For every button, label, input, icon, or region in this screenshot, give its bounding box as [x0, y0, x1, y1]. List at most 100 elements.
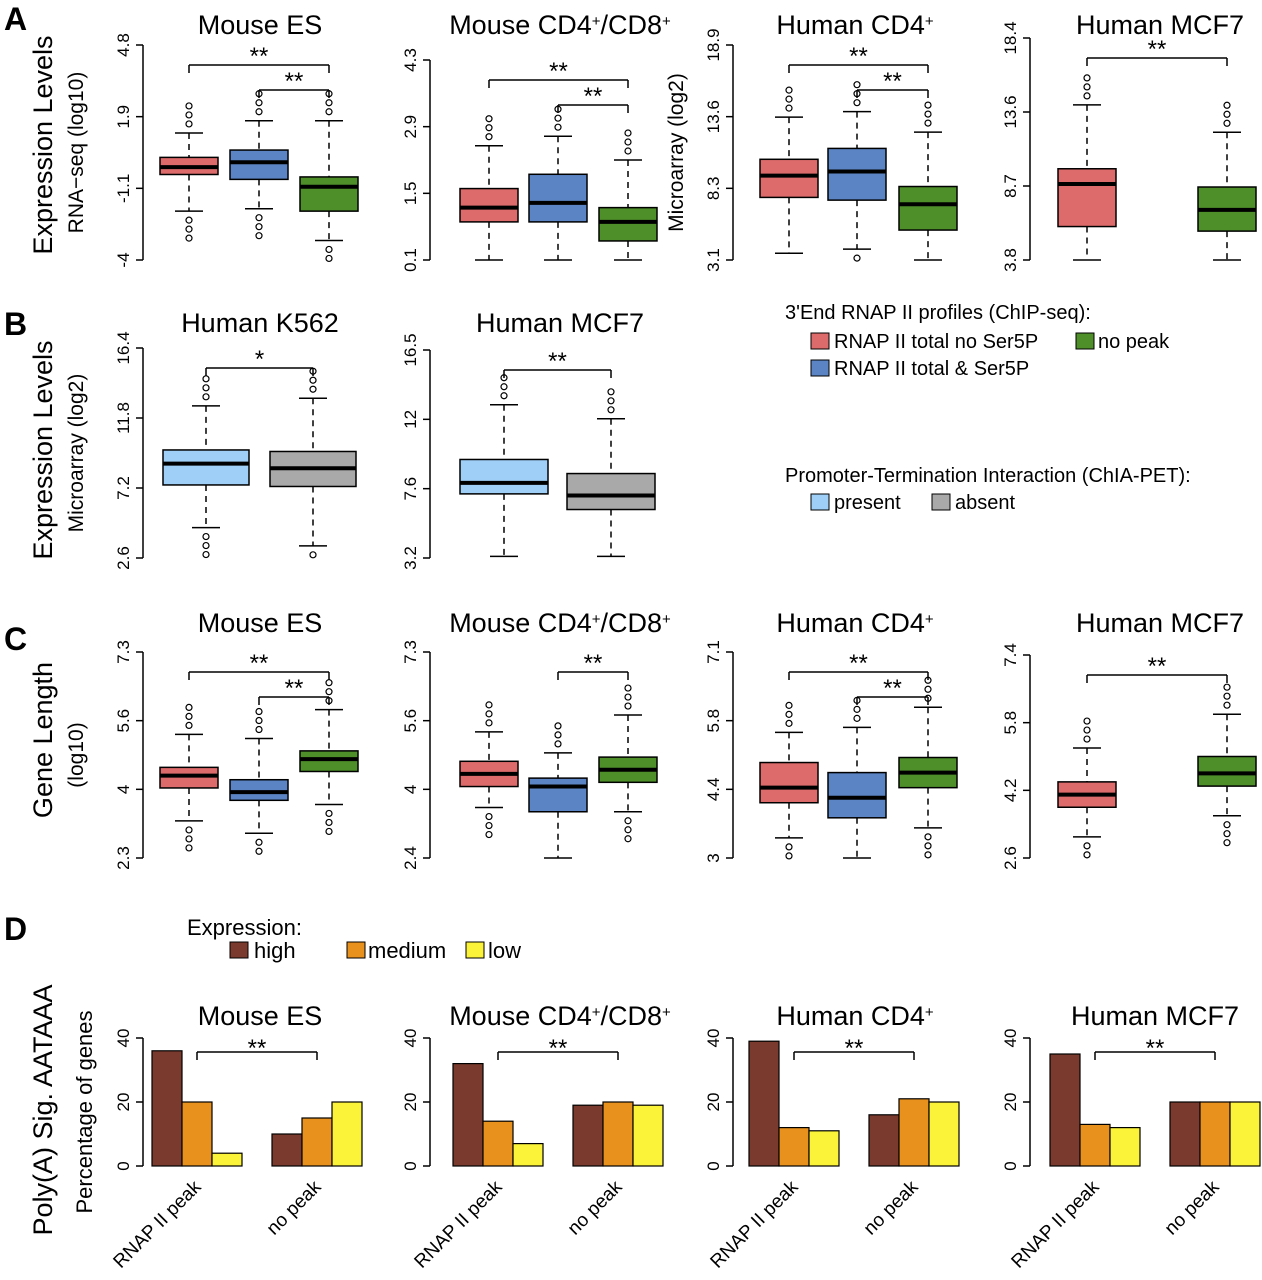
significance-label: **: [549, 58, 568, 85]
y-tick-label: 8.7: [1001, 174, 1020, 198]
outlier: [1223, 692, 1231, 700]
y-tick-label: 0: [114, 1161, 133, 1170]
x-tick-label: RNAP II peak: [1008, 1176, 1104, 1272]
legend-label-green: no peak: [1098, 331, 1170, 353]
outlier: [554, 722, 562, 730]
legend-label-present: present: [834, 492, 901, 514]
box-blue: [528, 105, 588, 261]
box-plot-1: Mouse CD4+/CD8+ 0.1 1.5 2.9 4.3 ** **: [401, 10, 671, 272]
outlier: [924, 685, 932, 693]
y-tick-label: 5.8: [1001, 711, 1020, 735]
bar-high: [868, 1114, 900, 1167]
box-plot-3: Human MCF7 3.8 8.7 13.6 18.4 **: [1001, 10, 1257, 272]
outlier: [853, 254, 861, 262]
outlier: [255, 838, 263, 846]
outlier: [202, 532, 210, 541]
outlier: [1083, 83, 1091, 91]
box-plot-7: Mouse CD4+/CD8+ 2.4 4 5.6 7.3 **: [401, 608, 671, 870]
box-blue: [229, 90, 289, 240]
outlier: [853, 99, 861, 107]
y-tick-label: 7.2: [114, 476, 133, 500]
outlier: [853, 705, 861, 713]
outlier: [202, 541, 210, 550]
box-body: [229, 149, 289, 181]
bar-high: [1169, 1101, 1201, 1167]
y-tick-label: 40: [704, 1029, 723, 1048]
bar-low: [808, 1130, 840, 1167]
y-tick-label: 8.3: [704, 177, 723, 201]
box-blue: [827, 696, 887, 859]
outlier: [1083, 92, 1091, 100]
significance-label: *: [255, 346, 264, 373]
y-tick-label: 5.6: [401, 709, 420, 733]
plot-title: Human MCF7: [476, 308, 644, 338]
box-blue: [528, 722, 588, 859]
outlier: [924, 833, 932, 841]
outlier: [1083, 851, 1091, 859]
bar-plot-1: Mouse CD4+/CD8+ 0 20 40 RNAP II peak no peak *…: [401, 1001, 671, 1273]
plot-title: Human CD4+: [776, 608, 934, 638]
box-red: [459, 701, 519, 839]
outlier: [325, 809, 333, 818]
legend-rnap: 3'End RNAP II profiles (ChIP-seq): RNAP …: [785, 302, 1170, 380]
box-body: [759, 761, 819, 804]
y-tick-label: 16.5: [401, 333, 420, 366]
bar-low: [928, 1101, 960, 1167]
significance-bracket: **: [557, 650, 629, 680]
significance-label: **: [285, 675, 304, 702]
outlier: [624, 129, 632, 137]
outlier: [785, 843, 793, 851]
x-tick-label: no peak: [263, 1176, 326, 1239]
box-red: [759, 701, 819, 860]
y-tick-label: 4: [401, 785, 420, 794]
bar-medium: [778, 1126, 810, 1167]
y-tick-label: 0: [401, 1161, 420, 1170]
bar-plot-0: Mouse ES 0 20 40 Percentage of genes RNAP II …: [72, 1001, 363, 1273]
plot-title: Human CD4+: [776, 1001, 934, 1031]
outlier: [853, 714, 861, 722]
outlier: [255, 725, 263, 734]
significance-bracket: **: [1086, 653, 1228, 683]
outlier: [325, 688, 333, 696]
y-tick-label: 2.6: [1001, 846, 1020, 870]
bar-low: [632, 1104, 664, 1167]
y-tick-label: 16.4: [114, 331, 133, 364]
outlier: [202, 375, 210, 383]
outlier: [785, 104, 793, 112]
box-plot-2: Human CD4+ 3.1 8.3 13.6 18.9 Microarray (log2…: [665, 10, 958, 272]
outlier: [485, 124, 493, 132]
bar-medium: [482, 1120, 514, 1167]
box-red: [1057, 717, 1117, 859]
outlier: [624, 147, 632, 155]
box-grey: [269, 367, 357, 559]
outlier: [202, 393, 210, 401]
y-tick-label: 4.8: [114, 33, 133, 57]
row-label-c: Gene Length: [28, 662, 58, 818]
outlier: [500, 392, 508, 400]
box-green: [299, 679, 359, 836]
outlier: [485, 821, 493, 830]
significance-bracket: **: [503, 348, 612, 378]
outlier: [785, 710, 793, 718]
outlier: [185, 216, 193, 224]
legend-swatch-absent: [931, 493, 951, 511]
outlier: [185, 111, 193, 119]
outlier: [485, 133, 493, 141]
legend-label-red: RNAP II total no Ser5P: [834, 331, 1038, 353]
y-tick-label: 13.6: [704, 100, 723, 133]
y-tick-label: 7.3: [401, 640, 420, 664]
outlier: [325, 245, 333, 254]
outlier: [185, 712, 193, 721]
outlier: [554, 740, 562, 748]
outlier: [185, 234, 193, 242]
bar-low: [1109, 1126, 1141, 1167]
y-tick-label: 3.1: [704, 248, 723, 272]
y-tick-label: 40: [401, 1029, 420, 1048]
outlier: [255, 99, 263, 107]
box-green: [1197, 683, 1257, 847]
outlier: [255, 232, 263, 240]
box-plot-8: Human CD4+ 3 4.4 5.8 7.1 ** **: [704, 608, 958, 863]
outlier: [624, 693, 632, 701]
